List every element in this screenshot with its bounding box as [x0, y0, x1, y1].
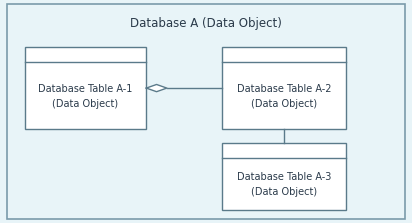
- Text: Database Table A-2: Database Table A-2: [237, 84, 332, 94]
- Text: (Data Object): (Data Object): [251, 187, 317, 197]
- Text: (Data Object): (Data Object): [52, 99, 119, 109]
- Bar: [222, 47, 346, 129]
- Bar: [25, 47, 146, 129]
- Text: (Data Object): (Data Object): [251, 99, 317, 109]
- Bar: [222, 143, 346, 210]
- Text: Database A (Data Object): Database A (Data Object): [130, 17, 282, 30]
- Text: Database Table A-3: Database Table A-3: [237, 172, 332, 182]
- Polygon shape: [146, 85, 167, 92]
- Text: Database Table A-1: Database Table A-1: [38, 84, 133, 94]
